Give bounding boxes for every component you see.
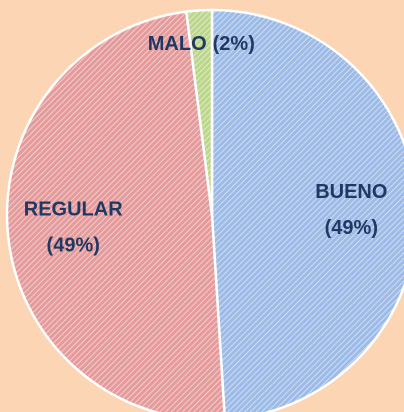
value-label: (2%) (213, 33, 255, 55)
value-label: (49%) (325, 217, 378, 239)
value-label: (49%) (47, 234, 100, 256)
category-label: MALO (148, 33, 207, 55)
category-label: REGULAR (24, 198, 123, 220)
pie-slice (5, 10, 226, 412)
pie-slice (210, 8, 404, 412)
category-label: BUENO (315, 181, 387, 203)
data-label: MALO (2%) (148, 33, 255, 55)
pie-slice (184, 8, 214, 216)
